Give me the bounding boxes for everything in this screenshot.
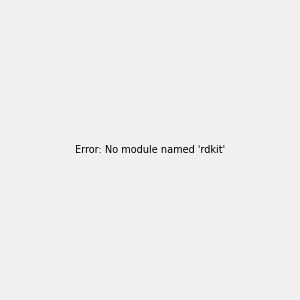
Text: Error: No module named 'rdkit': Error: No module named 'rdkit' (75, 145, 225, 155)
